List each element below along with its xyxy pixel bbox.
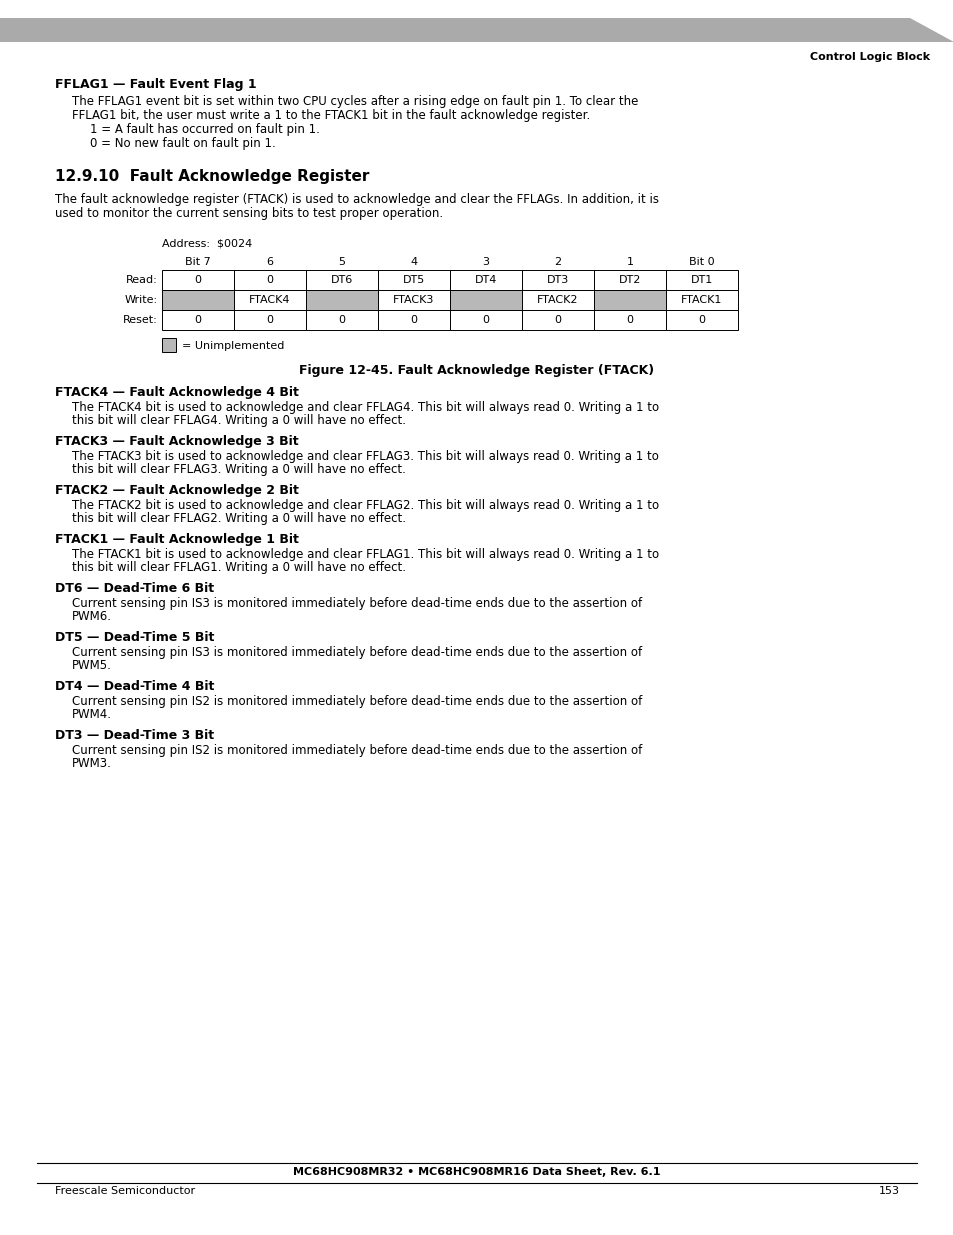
Bar	[377, 270, 450, 290]
Text: The FFLAG1 event bit is set within two CPU cycles after a rising edge on fault p: The FFLAG1 event bit is set within two C…	[71, 95, 638, 107]
Text: MC68HC908MR32 • MC68HC908MR16 Data Sheet, Rev. 6.1: MC68HC908MR32 • MC68HC908MR16 Data Sheet…	[293, 1167, 660, 1177]
Text: FTACK1 — Fault Acknowledge 1 Bit: FTACK1 — Fault Acknowledge 1 Bit	[55, 534, 298, 546]
Text: 6: 6	[266, 257, 274, 267]
Bar	[233, 270, 306, 290]
Bar	[233, 290, 306, 310]
Text: 0: 0	[626, 315, 633, 325]
Text: = Unimplemented: = Unimplemented	[182, 341, 284, 351]
Text: DT3: DT3	[546, 275, 569, 285]
Text: this bit will clear FFLAG3. Writing a 0 will have no effect.: this bit will clear FFLAG3. Writing a 0 …	[71, 463, 405, 475]
Text: 3: 3	[482, 257, 489, 267]
Text: 0: 0	[482, 315, 489, 325]
Text: 0: 0	[554, 315, 561, 325]
Text: 0: 0	[338, 315, 345, 325]
Bar	[450, 310, 521, 330]
Text: 0 = No new fault on fault pin 1.: 0 = No new fault on fault pin 1.	[90, 137, 275, 149]
Text: FTACK3 — Fault Acknowledge 3 Bit: FTACK3 — Fault Acknowledge 3 Bit	[55, 435, 298, 448]
Text: Current sensing pin IS2 is monitored immediately before dead-time ends due to th: Current sensing pin IS2 is monitored imm…	[71, 695, 641, 708]
Bar	[233, 310, 306, 330]
Bar	[162, 338, 175, 352]
Text: Address:  $0024: Address: $0024	[162, 240, 252, 249]
Bar	[665, 310, 738, 330]
Text: Freescale Semiconductor: Freescale Semiconductor	[55, 1186, 195, 1195]
Bar	[521, 310, 594, 330]
Text: FFLAG1 bit, the user must write a 1 to the FTACK1 bit in the fault acknowledge r: FFLAG1 bit, the user must write a 1 to t…	[71, 109, 590, 122]
Text: 0: 0	[410, 315, 417, 325]
Text: 153: 153	[878, 1186, 899, 1195]
Text: 4: 4	[410, 257, 417, 267]
Text: DT4: DT4	[475, 275, 497, 285]
Text: FTACK2: FTACK2	[537, 295, 578, 305]
Text: 0: 0	[266, 315, 274, 325]
Bar	[594, 270, 665, 290]
Bar	[306, 310, 377, 330]
Text: Bit 0: Bit 0	[688, 257, 714, 267]
Polygon shape	[0, 19, 953, 42]
Text: FTACK3: FTACK3	[393, 295, 435, 305]
Text: DT2: DT2	[618, 275, 640, 285]
Text: Read:: Read:	[126, 275, 158, 285]
Bar	[521, 270, 594, 290]
Text: PWM4.: PWM4.	[71, 708, 112, 721]
Text: DT4 — Dead-Time 4 Bit: DT4 — Dead-Time 4 Bit	[55, 680, 214, 693]
Text: The FTACK4 bit is used to acknowledge and clear FFLAG4. This bit will always rea: The FTACK4 bit is used to acknowledge an…	[71, 401, 659, 414]
Text: 0: 0	[194, 315, 201, 325]
Text: 5: 5	[338, 257, 345, 267]
Text: used to monitor the current sensing bits to test proper operation.: used to monitor the current sensing bits…	[55, 207, 442, 220]
Bar	[306, 290, 377, 310]
Text: 12.9.10  Fault Acknowledge Register: 12.9.10 Fault Acknowledge Register	[55, 169, 369, 184]
Text: PWM5.: PWM5.	[71, 659, 112, 672]
Text: Current sensing pin IS3 is monitored immediately before dead-time ends due to th: Current sensing pin IS3 is monitored imm…	[71, 597, 641, 610]
Bar	[665, 270, 738, 290]
Bar	[306, 270, 377, 290]
Text: Figure 12-45. Fault Acknowledge Register (FTACK): Figure 12-45. Fault Acknowledge Register…	[299, 364, 654, 377]
Text: The FTACK2 bit is used to acknowledge and clear FFLAG2. This bit will always rea: The FTACK2 bit is used to acknowledge an…	[71, 499, 659, 513]
Bar	[377, 310, 450, 330]
Text: 0: 0	[194, 275, 201, 285]
Text: Current sensing pin IS2 is monitored immediately before dead-time ends due to th: Current sensing pin IS2 is monitored imm…	[71, 743, 641, 757]
Bar	[521, 290, 594, 310]
Text: Reset:: Reset:	[123, 315, 158, 325]
Bar	[162, 310, 233, 330]
Text: FTACK2 — Fault Acknowledge 2 Bit: FTACK2 — Fault Acknowledge 2 Bit	[55, 484, 298, 496]
Text: Current sensing pin IS3 is monitored immediately before dead-time ends due to th: Current sensing pin IS3 is monitored imm…	[71, 646, 641, 659]
Text: Write:: Write:	[125, 295, 158, 305]
Text: PWM3.: PWM3.	[71, 757, 112, 769]
Text: The FTACK1 bit is used to acknowledge and clear FFLAG1. This bit will always rea: The FTACK1 bit is used to acknowledge an…	[71, 548, 659, 561]
Text: Control Logic Block: Control Logic Block	[809, 52, 929, 62]
Text: DT6: DT6	[331, 275, 353, 285]
Text: DT5: DT5	[402, 275, 425, 285]
Bar	[450, 290, 521, 310]
Text: FTACK1: FTACK1	[680, 295, 722, 305]
Text: DT3 — Dead-Time 3 Bit: DT3 — Dead-Time 3 Bit	[55, 729, 213, 742]
Text: this bit will clear FFLAG2. Writing a 0 will have no effect.: this bit will clear FFLAG2. Writing a 0 …	[71, 513, 406, 525]
Bar	[594, 310, 665, 330]
Bar	[450, 270, 521, 290]
Text: The fault acknowledge register (FTACK) is used to acknowledge and clear the FFLA: The fault acknowledge register (FTACK) i…	[55, 193, 659, 206]
Text: 1 = A fault has occurred on fault pin 1.: 1 = A fault has occurred on fault pin 1.	[90, 124, 319, 136]
Bar	[162, 290, 233, 310]
Text: PWM6.: PWM6.	[71, 610, 112, 622]
Text: 0: 0	[698, 315, 705, 325]
Text: FTACK4 — Fault Acknowledge 4 Bit: FTACK4 — Fault Acknowledge 4 Bit	[55, 387, 298, 399]
Text: Bit 7: Bit 7	[185, 257, 211, 267]
Text: this bit will clear FFLAG4. Writing a 0 will have no effect.: this bit will clear FFLAG4. Writing a 0 …	[71, 414, 406, 427]
Text: this bit will clear FFLAG1. Writing a 0 will have no effect.: this bit will clear FFLAG1. Writing a 0 …	[71, 561, 406, 574]
Text: DT5 — Dead-Time 5 Bit: DT5 — Dead-Time 5 Bit	[55, 631, 214, 643]
Bar	[594, 290, 665, 310]
Bar	[377, 290, 450, 310]
Text: 1: 1	[626, 257, 633, 267]
Text: FTACK4: FTACK4	[249, 295, 291, 305]
Text: FFLAG1 — Fault Event Flag 1: FFLAG1 — Fault Event Flag 1	[55, 78, 256, 91]
Bar	[665, 290, 738, 310]
Text: The FTACK3 bit is used to acknowledge and clear FFLAG3. This bit will always rea: The FTACK3 bit is used to acknowledge an…	[71, 450, 659, 463]
Bar	[162, 270, 233, 290]
Text: 0: 0	[266, 275, 274, 285]
Text: 2: 2	[554, 257, 561, 267]
Text: DT6 — Dead-Time 6 Bit: DT6 — Dead-Time 6 Bit	[55, 582, 213, 595]
Text: DT1: DT1	[690, 275, 713, 285]
